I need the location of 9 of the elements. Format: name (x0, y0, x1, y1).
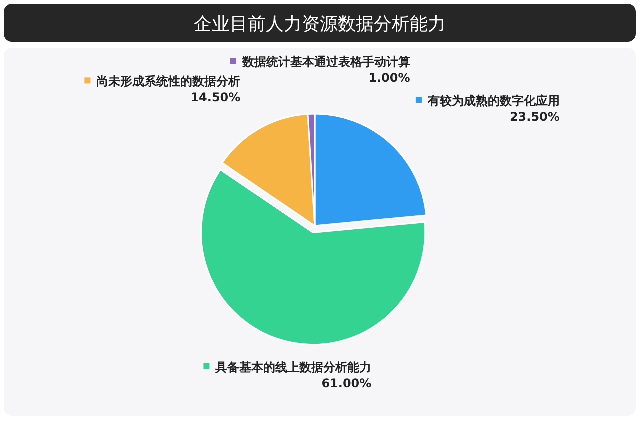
legend-label: 具备基本的线上数据分析能力 (214, 360, 372, 374)
chart-title: 企业目前人力资源数据分析能力 (194, 14, 446, 35)
data-label: 14.50% (190, 90, 241, 105)
legend-label: 有较为成熟的数字化应用 (426, 94, 560, 108)
legend-label: 尚未形成系统性的数据分析 (96, 74, 241, 89)
legend-label: 数据统计基本通过表格手动计算 (241, 55, 410, 70)
data-label: 1.00% (368, 71, 410, 86)
data-label: 23.50% (510, 110, 560, 124)
data-label: 61.00% (322, 376, 372, 390)
